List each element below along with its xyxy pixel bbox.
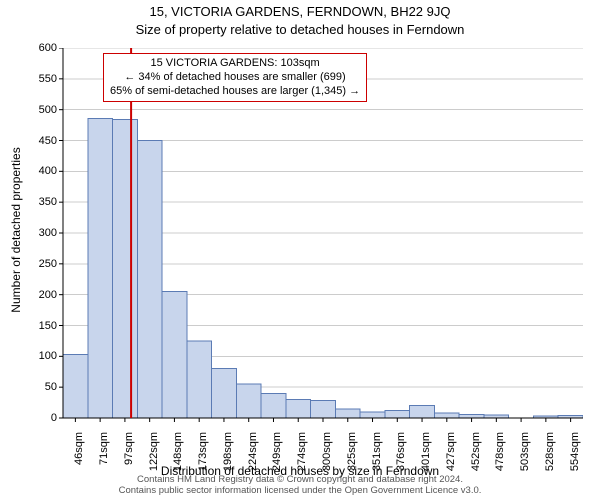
histogram-plot <box>58 48 583 423</box>
y-tick-label: 300 <box>17 227 57 239</box>
annotation-line-1: 15 VICTORIA GARDENS: 103sqm <box>110 57 360 71</box>
y-tick-label: 600 <box>17 42 57 54</box>
root: 15, VICTORIA GARDENS, FERNDOWN, BH22 9JQ… <box>0 0 600 500</box>
page-subtitle: Size of property relative to detached ho… <box>0 20 600 37</box>
y-tick-label: 400 <box>17 165 57 177</box>
annotation-line-2: ← 34% of detached houses are smaller (69… <box>110 71 360 85</box>
x-tick-label: 97sqm <box>123 432 135 465</box>
y-tick-label: 550 <box>17 73 57 85</box>
y-tick-label: 200 <box>17 289 57 301</box>
chart-area: 15 VICTORIA GARDENS: 103sqm ← 34% of det… <box>63 48 583 418</box>
y-tick-label: 250 <box>17 258 57 270</box>
y-tick-label: 100 <box>17 350 57 362</box>
y-tick-label: 50 <box>17 381 57 393</box>
y-tick-label: 450 <box>17 135 57 147</box>
x-tick-label: 46sqm <box>73 432 85 465</box>
y-tick-label: 350 <box>17 196 57 208</box>
footer-line-2: Contains public sector information licen… <box>0 486 600 497</box>
y-tick-label: 0 <box>17 412 57 424</box>
y-tick-label: 500 <box>17 104 57 116</box>
annotation-box: 15 VICTORIA GARDENS: 103sqm ← 34% of det… <box>103 53 367 102</box>
x-tick-label: 71sqm <box>98 432 110 465</box>
page-title: 15, VICTORIA GARDENS, FERNDOWN, BH22 9JQ <box>0 0 600 20</box>
footer-attribution: Contains HM Land Registry data © Crown c… <box>0 475 600 497</box>
annotation-line-3: 65% of semi-detached houses are larger (… <box>110 85 360 99</box>
y-tick-label: 150 <box>17 320 57 332</box>
